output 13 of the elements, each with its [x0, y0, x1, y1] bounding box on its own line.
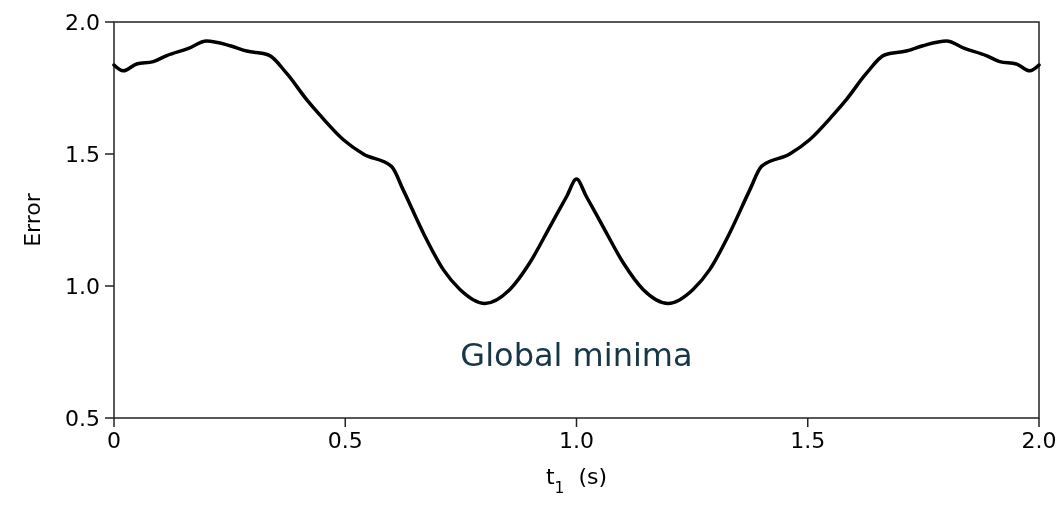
y-tick-label: 2.0 [65, 10, 100, 35]
x-tick-label: 0 [107, 428, 121, 453]
y-tick-label: 1.0 [65, 274, 100, 299]
y-tick-label: 1.5 [65, 142, 100, 167]
x-axis-title: t$_{1}$ (s) [545, 464, 608, 497]
x-tick-label: 0.5 [327, 428, 363, 453]
x-tick-label: 2.0 [1021, 428, 1057, 453]
y-axis-title: Error [20, 192, 45, 247]
x-tick-label: 1.5 [790, 428, 826, 453]
x-tick-label: 1.0 [559, 428, 594, 453]
line-series [112, 39, 1041, 306]
annotation: Global minima [460, 336, 693, 374]
y-tick-label: 0.5 [65, 406, 100, 431]
